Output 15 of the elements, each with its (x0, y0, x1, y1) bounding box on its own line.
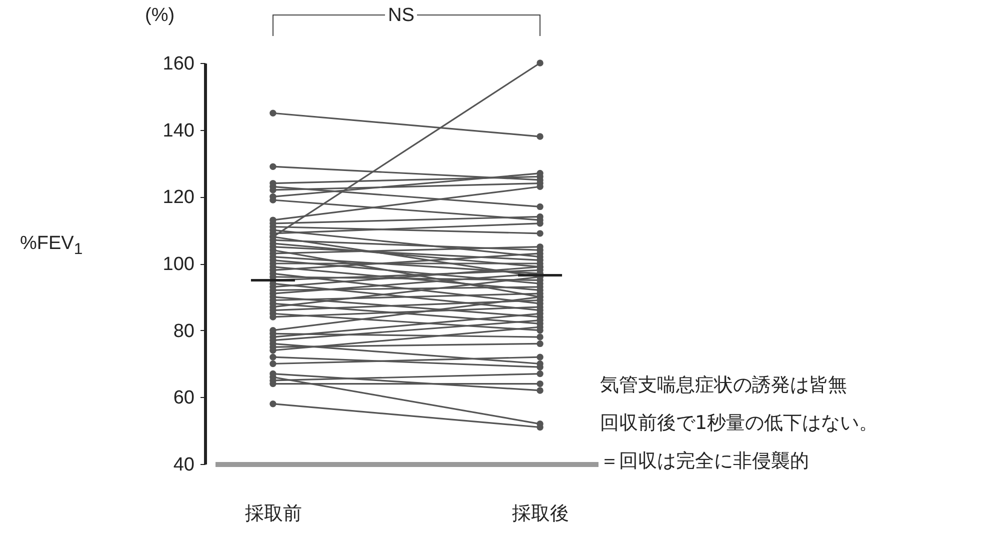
y-tick-label: 60 (173, 388, 194, 409)
y-tick-label: 140 (162, 120, 194, 142)
text: ＝回収は完全に非侵襲的 (600, 449, 809, 474)
text: (%) (145, 5, 175, 27)
y-tick-label: 80 (173, 320, 194, 342)
x-tick-label: 採取後 (512, 502, 570, 524)
y-tick-label: 100 (162, 254, 194, 275)
text: 気管支喘息症状の誘発は皆無 (600, 373, 847, 398)
text: NS (385, 5, 418, 27)
y-tick-label: 160 (162, 54, 194, 74)
y-axis-title: %FEV$_{1}$ (20, 233, 83, 259)
y-tick-label: 40 (173, 454, 194, 476)
text: 回収前後で1秒量の低下はない。 (600, 411, 878, 436)
x-tick-label: 採取前 (244, 502, 302, 524)
y-tick-label: 120 (162, 187, 194, 208)
